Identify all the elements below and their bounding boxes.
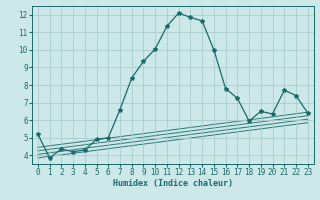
X-axis label: Humidex (Indice chaleur): Humidex (Indice chaleur) <box>113 179 233 188</box>
